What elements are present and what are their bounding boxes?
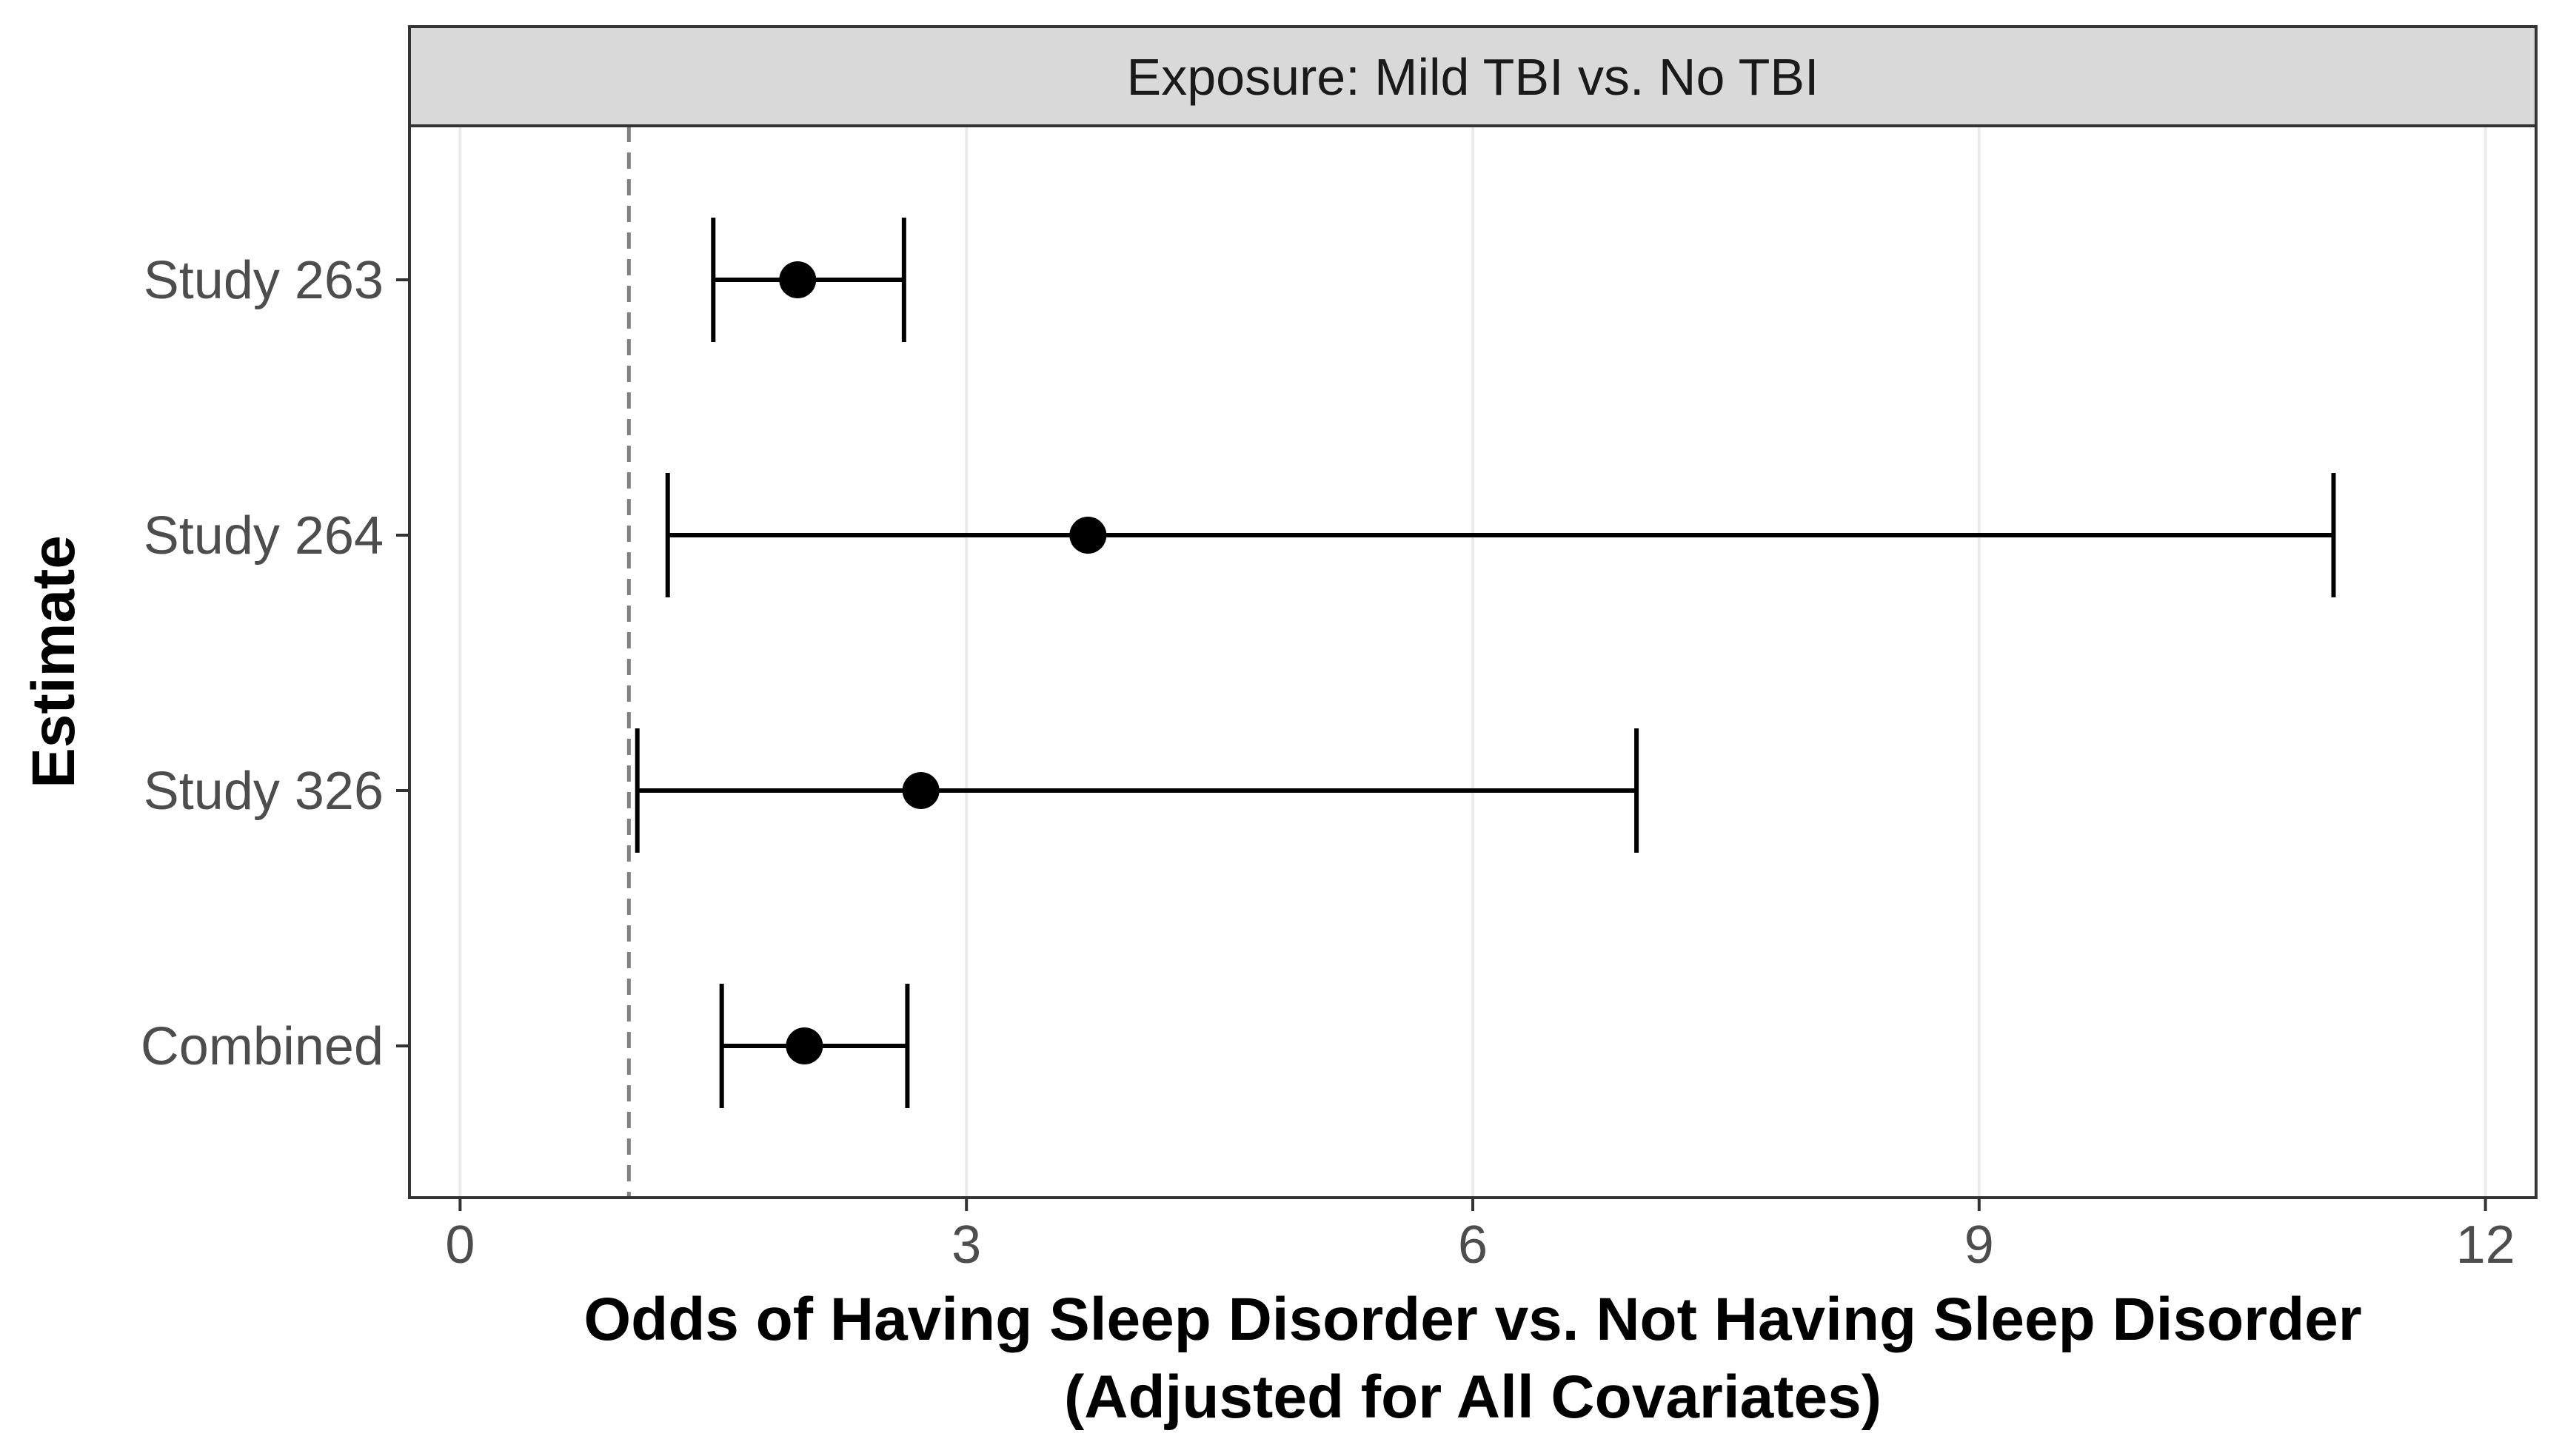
grid-lines [458, 126, 2487, 1198]
point-estimate [786, 1027, 823, 1064]
point-estimate [1069, 517, 1107, 554]
estimate-row [711, 218, 906, 342]
estimate-row [719, 984, 910, 1108]
x-axis-title-line-1: Odds of Having Sleep Disorder vs. Not Ha… [583, 1286, 2361, 1353]
point-estimate [902, 772, 940, 809]
x-tick-label: 6 [1458, 1215, 1488, 1275]
axes-layer: Study 263 Study 264 Study 326 Combined 0 3 6 9 1… [141, 251, 2515, 1275]
x-tick-label: 3 [951, 1215, 981, 1275]
y-tick-label: Study 326 [144, 762, 384, 821]
x-axis-title-line-2: (Adjusted for All Covariates) [1064, 1363, 1882, 1431]
estimate-row [635, 728, 1639, 853]
estimate-row [665, 473, 2336, 597]
y-axis-title: Estimate [20, 535, 87, 788]
point-estimate [779, 261, 817, 298]
y-tick-label: Study 263 [144, 251, 384, 310]
facet-strip-label: Exposure: Mild TBI vs. No TBI [1127, 48, 1819, 106]
x-tick-label: 9 [1964, 1215, 1994, 1275]
y-tick-label: Combined [141, 1017, 384, 1076]
facet-strip [408, 25, 2538, 127]
estimates-layer [635, 218, 2336, 1108]
x-tick-label: 12 [2456, 1215, 2515, 1275]
x-tick-label: 0 [445, 1215, 475, 1275]
y-tick-label: Study 264 [144, 506, 384, 566]
